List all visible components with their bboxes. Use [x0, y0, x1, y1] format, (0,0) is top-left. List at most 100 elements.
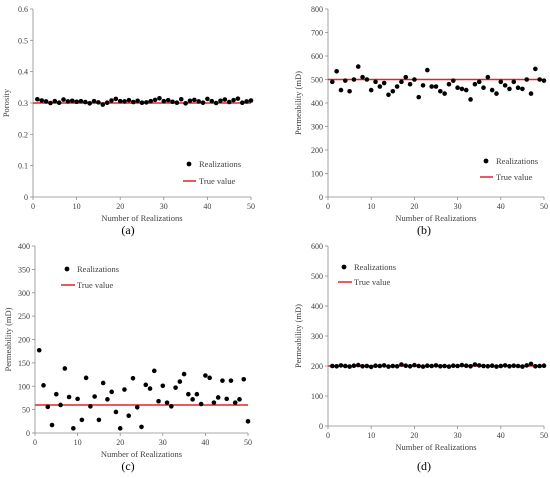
realization-point: [122, 387, 127, 392]
realization-point: [541, 363, 547, 369]
realization-point: [220, 378, 225, 383]
realization-point: [438, 364, 443, 369]
y-tick-label: 50: [22, 406, 30, 415]
x-tick-label: 0: [326, 202, 330, 211]
realization-point: [187, 98, 193, 104]
realization-point: [507, 364, 512, 369]
x-tick-label: 50: [540, 431, 548, 440]
x-tick-label: 30: [454, 202, 462, 211]
realization-point: [205, 96, 210, 102]
legend-label-true-value: True value: [354, 277, 391, 287]
realization-point: [177, 379, 183, 384]
y-tick-label: 300: [18, 289, 30, 298]
realization-point: [472, 362, 478, 367]
x-tick-label: 0: [33, 438, 37, 447]
x-tick-label: 40: [201, 438, 209, 447]
realization-point: [433, 363, 439, 368]
realization-point: [96, 100, 101, 105]
realization-point: [489, 87, 495, 93]
y-tick-label: 0.5: [18, 36, 28, 45]
realization-point: [537, 363, 542, 369]
x-tick-label: 50: [247, 202, 255, 211]
realization-point: [412, 77, 417, 82]
realization-point: [511, 79, 517, 85]
y-tick-label: 150: [18, 359, 30, 368]
realization-point: [164, 400, 170, 405]
y-tick-label: 0.4: [18, 68, 28, 77]
realization-point: [347, 88, 352, 94]
realization-point: [502, 363, 508, 368]
realization-point: [433, 84, 439, 89]
x-axis-title: Number of Realizations: [101, 449, 182, 459]
realization-point: [420, 364, 426, 369]
realization-point: [541, 78, 547, 83]
realization-point: [533, 364, 538, 369]
x-axis-title: Number of Realizations: [395, 442, 476, 452]
y-tick-label: 600: [311, 52, 323, 61]
realization-point: [196, 99, 201, 104]
legend-label-realizations: Realizations: [354, 262, 396, 272]
realization-point: [338, 87, 344, 93]
realization-point: [472, 81, 478, 87]
y-tick-label: 100: [311, 170, 323, 179]
legend-label-realizations: Realizations: [496, 156, 538, 166]
panel-label: (c): [121, 459, 134, 473]
y-tick-label: 200: [311, 362, 323, 371]
realization-point: [83, 99, 88, 105]
legend-marker-realizations: [341, 264, 347, 270]
realization-point: [235, 96, 241, 101]
realization-point: [381, 363, 387, 368]
realization-point: [78, 98, 84, 104]
y-tick-label: 0: [319, 193, 323, 202]
realization-point: [134, 404, 140, 410]
realization-point: [476, 363, 482, 368]
realization-point: [54, 391, 59, 397]
realization-point: [334, 364, 339, 369]
realization-point: [459, 86, 465, 92]
realization-point: [485, 74, 491, 80]
realization-point: [515, 363, 521, 369]
realization-point: [494, 364, 499, 369]
y-tick-label: 350: [18, 265, 30, 274]
realization-point: [209, 98, 215, 104]
realization-point: [113, 409, 119, 415]
realization-point: [105, 397, 110, 402]
realization-point: [360, 364, 365, 369]
realization-point: [139, 424, 144, 430]
realization-point: [48, 100, 53, 106]
realization-point: [429, 84, 434, 89]
y-tick-label: 500: [311, 76, 323, 85]
realization-point: [237, 397, 242, 402]
realization-point: [528, 91, 534, 96]
x-tick-label: 30: [454, 431, 462, 440]
realization-point: [87, 101, 92, 106]
y-tick-label: 0.6: [18, 5, 28, 14]
realization-point: [476, 79, 482, 85]
realization-point: [147, 386, 153, 391]
realization-point: [139, 100, 145, 105]
x-tick-label: 50: [540, 202, 548, 211]
realization-point: [364, 363, 370, 369]
y-tick-label: 100: [18, 382, 30, 391]
y-tick-label: 400: [18, 242, 30, 251]
realization-point: [117, 98, 123, 104]
realization-point: [56, 100, 62, 105]
realization-point: [198, 401, 204, 407]
legend-marker-realizations: [64, 266, 70, 272]
realization-point: [245, 419, 251, 424]
realization-point: [79, 417, 85, 423]
realization-point: [485, 364, 491, 369]
realization-point: [194, 391, 200, 397]
chart-panel-2: 0 10 20 30 40 500100200300400500600700800Numb…: [293, 5, 548, 237]
x-axis-title: Number of Realizations: [101, 213, 182, 223]
realization-point: [537, 77, 542, 82]
y-tick-label: 300: [311, 332, 323, 341]
realization-point: [109, 98, 114, 103]
realization-point: [248, 98, 254, 103]
panel-label: (d): [417, 459, 431, 473]
y-tick-label: 0: [319, 422, 323, 431]
realization-point: [244, 99, 249, 104]
y-tick-label: 700: [311, 29, 323, 38]
x-tick-label: 20: [410, 431, 418, 440]
y-axis-title: Permeability (mD): [293, 304, 303, 368]
